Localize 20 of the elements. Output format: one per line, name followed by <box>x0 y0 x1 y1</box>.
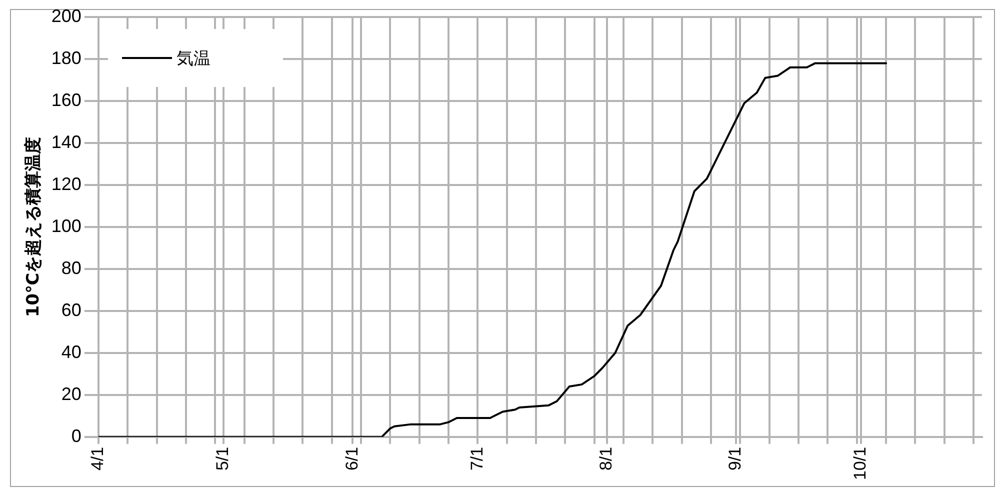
x-tick-label: 10/1 <box>850 446 870 480</box>
y-tick-label: 80 <box>61 258 82 278</box>
y-tick-label: 40 <box>61 342 82 362</box>
y-tick-label: 140 <box>51 132 82 152</box>
y-tick-label: 20 <box>61 384 82 404</box>
x-tick-label: 8/1 <box>596 446 616 471</box>
legend-label: 気温 <box>176 48 210 70</box>
y-tick-label: 100 <box>51 216 82 236</box>
y-tick-label: 200 <box>51 6 82 26</box>
y-tick-label: 180 <box>51 48 82 68</box>
y-axis-title: 10℃を超える積算温度 <box>24 136 44 318</box>
x-tick-label: 4/1 <box>88 446 108 471</box>
x-tick-label: 7/1 <box>467 446 486 471</box>
x-tick-label: 5/1 <box>213 446 232 471</box>
x-tick-label: 6/1 <box>342 446 362 471</box>
y-tick-label: 160 <box>51 90 82 110</box>
y-tick-label: 120 <box>51 174 82 194</box>
y-tick-label: 60 <box>61 300 82 320</box>
x-tick-label: 9/1 <box>726 446 745 471</box>
y-tick-label: 0 <box>71 426 82 446</box>
